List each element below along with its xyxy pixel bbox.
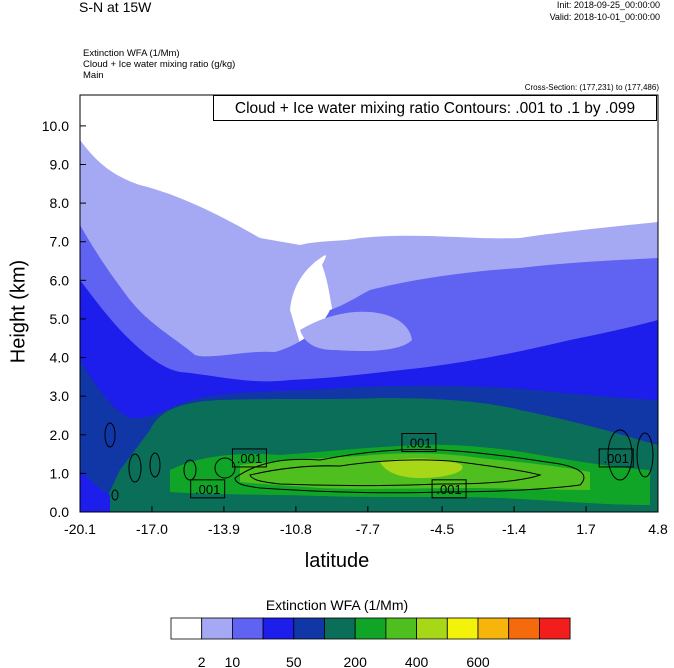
- x-tick-label: -4.5: [430, 521, 454, 537]
- cross-section-label: Cross-Section: (177,231) to (177,486): [524, 83, 659, 92]
- x-tick-label: -13.9: [208, 521, 240, 537]
- colorbar-swatch: [385, 617, 417, 640]
- contour-label: .001: [431, 479, 467, 499]
- y-axis: 0.0 1.0 2.0 3.0 4.0 5.0 6.0 7.0 8.0 9.0 10.0: [42, 118, 86, 520]
- colorbar: 2 10 50 200 400 600: [170, 617, 571, 668]
- contour-info-box: Cloud + Ice water mixing ratio Contours:…: [213, 95, 657, 121]
- contour-label-text: .001: [237, 451, 262, 466]
- y-tick-label: 4.0: [50, 350, 70, 366]
- contour-label: .001: [401, 433, 437, 452]
- colorbar-tick-label: 2: [198, 654, 206, 668]
- x-tick-label: 1.7: [576, 521, 596, 537]
- colorbar-tick-label: 50: [286, 654, 302, 668]
- field-band-yellowgreen: [380, 458, 463, 478]
- y-tick-label: 2.0: [50, 427, 70, 443]
- y-tick-label: 3.0: [50, 388, 70, 404]
- colorbar-tick-label: 200: [344, 654, 368, 668]
- colorbar-swatch: [262, 617, 295, 640]
- colorbar-swatch: [324, 617, 356, 640]
- valid-time: Valid: 2018-10-01_00:00:00: [549, 12, 660, 22]
- colorbar-title: Extinction WFA (1/Mm): [265, 597, 409, 613]
- contour-labels: .001 .001 .001 .001 .001: [190, 433, 634, 499]
- x-axis-label: latitude: [304, 550, 370, 572]
- contour-label: .001: [190, 479, 226, 499]
- contour-label-text: .001: [406, 436, 431, 451]
- x-tick-label: -7.7: [356, 521, 380, 537]
- field-hole-lavender: [300, 311, 412, 351]
- colorbar-swatch: [231, 617, 264, 640]
- y-tick-label: 7.0: [50, 234, 70, 250]
- x-tick-label: -17.0: [136, 521, 168, 537]
- y-tick-label: 9.0: [50, 157, 70, 173]
- contour-label-text: .001: [195, 482, 220, 497]
- colorbar-swatch: [170, 617, 203, 640]
- field-label-main: Main: [83, 70, 104, 81]
- colorbar-swatch: [416, 617, 448, 640]
- init-time: Init: 2018-09-25_00:00:00: [556, 0, 660, 10]
- colorbar-swatch: [539, 617, 571, 640]
- colorbar-tick-label: 600: [466, 654, 490, 668]
- field-band-ground-blue: [80, 470, 110, 512]
- colorbar-swatch: [477, 617, 510, 640]
- y-tick-label: 8.0: [50, 195, 70, 211]
- colorbar-swatch: [446, 617, 479, 640]
- x-tick-label: 4.8: [648, 521, 668, 537]
- colorbar-swatch: [354, 617, 387, 640]
- x-tick-label: -10.8: [280, 521, 312, 537]
- colorbar-tick-label: 400: [405, 654, 429, 668]
- field-label-extinction: Extinction WFA (1/Mm): [83, 48, 180, 59]
- y-tick-label: 10.0: [42, 118, 69, 134]
- y-axis-label: Height (km): [7, 259, 30, 364]
- colorbar-swatch: [201, 617, 233, 640]
- plot-field: [80, 95, 658, 512]
- contour-label-text: .001: [604, 451, 629, 466]
- x-tick-label: -1.4: [502, 521, 526, 537]
- y-tick-label: 0.0: [50, 504, 70, 520]
- x-axis: -20.1 -17.0 -13.9 -10.8 -7.7 -4.5 -1.4 1.7 4.8: [64, 506, 668, 537]
- contour-label-text: .001: [436, 482, 461, 497]
- contour-lines: [104, 422, 654, 501]
- y-tick-label: 1.0: [50, 465, 70, 481]
- colorbar-swatch: [293, 617, 325, 640]
- colorbar-swatch: [508, 617, 540, 640]
- contour-label: .001: [231, 448, 267, 468]
- x-tick-label: -20.1: [64, 521, 96, 537]
- contour-label: .001: [598, 448, 634, 468]
- y-tick-label: 6.0: [50, 272, 70, 288]
- field-label-mixing-ratio: Cloud + Ice water mixing ratio (g/kg): [83, 59, 236, 70]
- page-title: S-N at 15W: [79, 0, 152, 15]
- colorbar-tick-label: 10: [225, 654, 241, 668]
- y-tick-label: 5.0: [50, 311, 70, 327]
